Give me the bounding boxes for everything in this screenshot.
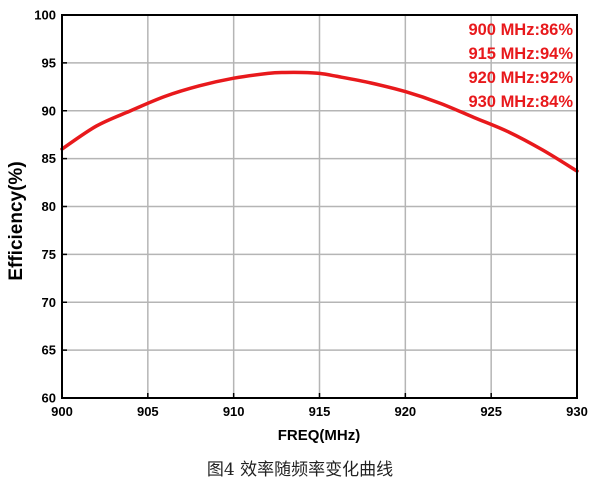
- x-tick-label: 930: [566, 404, 588, 419]
- annotation-text: 915 MHz:94%: [468, 45, 573, 63]
- x-tick-label: 900: [51, 404, 73, 419]
- x-axis-ticks: 900 905 910 915 920 925 930: [51, 393, 588, 419]
- annotation-block: 900 MHz:86% 915 MHz:94% 920 MHz:92% 930 MHz…: [468, 21, 573, 111]
- annotation-text: 930 MHz:84%: [468, 93, 573, 111]
- figure-caption: 图4 效率随频率变化曲线: [206, 460, 394, 480]
- y-tick-label: 85: [42, 151, 56, 166]
- y-axis-label: Efficiency(%): [6, 161, 27, 280]
- y-tick-label: 70: [42, 295, 56, 310]
- x-tick-label: 915: [309, 404, 331, 419]
- grid-lines: [61, 14, 578, 399]
- y-axis-ticks: 60 65 70 75 80 85 90 95 100: [34, 8, 67, 406]
- y-tick-label: 90: [42, 103, 56, 118]
- x-axis-label: FREQ(MHz): [278, 427, 361, 444]
- annotation-text: 920 MHz:92%: [468, 69, 573, 87]
- y-tick-label: 75: [42, 247, 56, 262]
- x-tick-label: 910: [223, 404, 245, 419]
- annotation-text: 900 MHz:86%: [468, 21, 573, 39]
- y-tick-label: 60: [42, 391, 56, 406]
- y-tick-label: 95: [42, 55, 56, 70]
- x-tick-label: 920: [394, 404, 416, 419]
- y-tick-label: 65: [42, 343, 56, 358]
- y-tick-label: 80: [42, 199, 56, 214]
- efficiency-line: [60, 70, 579, 173]
- x-tick-label: 905: [137, 404, 159, 419]
- y-tick-label: 100: [34, 8, 56, 23]
- efficiency-chart: 900 905 910 915 920 925 930 60 65 70 75 80 85 90 95 10…: [6, 8, 588, 445]
- x-tick-label: 925: [480, 404, 502, 419]
- plot-frame: [61, 14, 578, 399]
